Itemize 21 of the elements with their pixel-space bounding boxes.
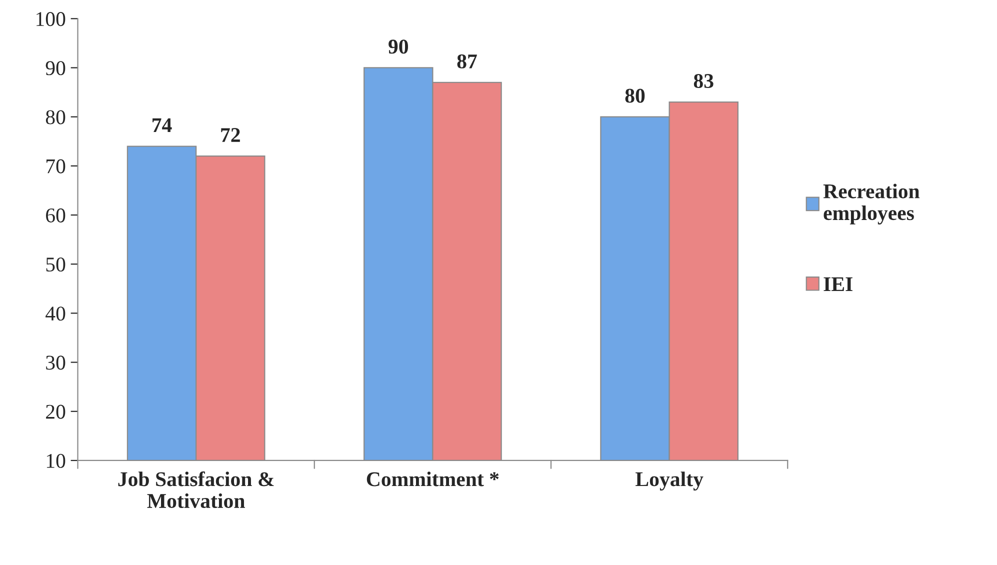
y-tick-label: 30 — [46, 356, 66, 370]
y-tick-label: 50 — [46, 257, 66, 272]
data-label: 90 — [388, 40, 408, 54]
y-tick-label: 70 — [46, 159, 66, 174]
legend-label: IEI — [824, 277, 852, 291]
data-label: 74 — [152, 118, 172, 132]
x-tick-label: Commitment * — [366, 472, 499, 486]
data-label: 80 — [625, 88, 645, 103]
x-tick-label: Loyalty — [636, 472, 704, 491]
y-tick-label: 10 — [46, 454, 66, 468]
y-tick-label: 60 — [46, 208, 66, 222]
y-tick-label: 80 — [46, 110, 66, 124]
data-label: 83 — [694, 74, 714, 88]
x-tick-label: Job Satisfacion & Motivation — [118, 471, 274, 508]
data-label: 72 — [221, 128, 240, 142]
y-tick-label: 90 — [46, 61, 66, 76]
legend-label: Recreation employees — [823, 184, 920, 224]
y-tick-label: 100 — [36, 12, 66, 26]
y-tick-label: 40 — [46, 306, 66, 321]
y-tick-label: 20 — [46, 404, 66, 419]
data-label: 87 — [457, 54, 477, 68]
